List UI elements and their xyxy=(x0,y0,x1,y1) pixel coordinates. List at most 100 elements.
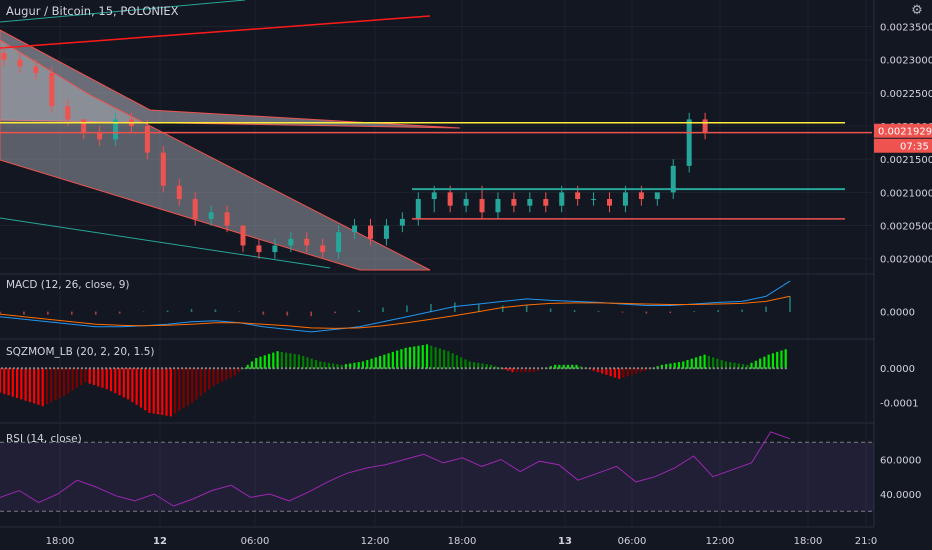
sqz-bar xyxy=(285,352,288,369)
time-tick-label: 12:00 xyxy=(361,536,390,547)
sqz-bar xyxy=(643,368,646,371)
sqz-dot xyxy=(464,367,468,370)
sqz-dot xyxy=(620,367,624,370)
sqz-bar xyxy=(54,368,57,401)
sqz-bar xyxy=(41,368,44,407)
sqz-bar xyxy=(105,368,108,390)
axes: 0.002350000.002300000.002250000.00220000… xyxy=(46,23,932,547)
sqz-bar xyxy=(67,368,70,394)
rsi-title: RSI (14, close) xyxy=(6,433,82,445)
sqz-dot xyxy=(436,367,440,370)
sqz-dot xyxy=(468,367,472,370)
sqz-bar xyxy=(489,364,493,369)
sqz-dot xyxy=(48,367,52,370)
candle-down xyxy=(511,199,517,206)
sqz-dot xyxy=(544,367,548,370)
sqz-bar xyxy=(660,364,663,369)
macd-histogram-bar xyxy=(334,311,336,314)
sqz-dot xyxy=(596,367,600,370)
sqz-dot xyxy=(308,367,312,370)
sqz-bar xyxy=(80,368,83,386)
sqz-bar xyxy=(690,358,693,369)
sqz-dot xyxy=(104,367,108,370)
candle-down xyxy=(367,225,373,239)
sqz-dot xyxy=(360,367,364,370)
sqz-dot xyxy=(236,367,240,370)
countdown-tag xyxy=(874,138,932,153)
grid-lines xyxy=(0,0,875,528)
candle-down xyxy=(479,199,485,213)
sqz-dot xyxy=(364,367,368,370)
macd-histogram-bar xyxy=(430,303,432,313)
candle-up xyxy=(463,199,469,206)
sqz-dot xyxy=(448,367,452,370)
sqz-bar xyxy=(549,366,552,369)
sqz-bar xyxy=(0,368,2,393)
candle-up xyxy=(113,119,119,140)
sqz-bar xyxy=(741,364,745,369)
sqz-dot xyxy=(260,367,264,370)
rsi-tick-label: 40.0000 xyxy=(880,490,921,501)
macd-histogram-bar xyxy=(693,311,696,313)
sqz-dot xyxy=(328,367,332,370)
time-tick-label: 18:00 xyxy=(448,536,477,547)
sqz-dot xyxy=(560,367,564,370)
sqz-dot xyxy=(480,367,484,370)
sqz-bar xyxy=(472,362,476,369)
sqz-bar xyxy=(566,364,570,369)
sqz-dot xyxy=(720,367,724,370)
sqz-bar xyxy=(220,368,224,382)
sqz-dot xyxy=(784,367,788,370)
macd-histogram-bar xyxy=(166,310,169,313)
sqz-bar xyxy=(118,368,121,396)
sqz-dot xyxy=(516,367,520,370)
sqz-bar xyxy=(694,357,698,369)
sqz-dot xyxy=(68,367,72,370)
sqz-dot xyxy=(64,367,68,370)
sqz-dot xyxy=(616,367,620,370)
sqz-bar xyxy=(451,353,454,369)
sqz-dot xyxy=(20,367,24,370)
sqz-dot xyxy=(556,367,560,370)
sqz-bar xyxy=(434,347,437,369)
sqz-bar xyxy=(737,363,740,369)
sqz-dot xyxy=(276,367,280,370)
sqz-dot xyxy=(412,367,416,370)
sqz-dot xyxy=(512,367,516,370)
sqz-dot xyxy=(164,367,168,370)
candle-down xyxy=(304,238,310,246)
sqz-bar xyxy=(314,360,318,369)
sqz-bar xyxy=(502,368,505,370)
candle-down xyxy=(607,199,613,206)
sqz-bar xyxy=(746,364,749,369)
sqz-bar xyxy=(50,368,53,403)
sqz-dot xyxy=(172,367,176,370)
sqz-dot xyxy=(400,367,404,370)
sqz-dot xyxy=(252,367,256,370)
sqz-dot xyxy=(200,367,204,370)
candle-down xyxy=(33,66,39,73)
candle-down xyxy=(543,199,549,206)
sqz-dot xyxy=(208,367,212,370)
sqz-bar xyxy=(635,368,638,374)
candle-down xyxy=(192,199,198,219)
sqz-dot xyxy=(36,367,40,370)
sqz-bar xyxy=(161,368,164,416)
sqz-tick-label: 0.0000 xyxy=(880,364,915,375)
sqz-bar xyxy=(182,368,185,409)
sqz-dot xyxy=(180,367,184,370)
sqz-dot xyxy=(648,367,652,370)
sqz-dot xyxy=(88,367,92,370)
sqz-dot xyxy=(196,367,200,370)
sqz-dot xyxy=(264,367,268,370)
sqz-bar xyxy=(169,368,172,417)
macd-histogram-bar xyxy=(310,311,313,317)
gear-icon[interactable]: ⚙ xyxy=(911,3,923,18)
sqz-dot xyxy=(752,367,756,370)
sqz-bar xyxy=(199,368,202,396)
sqz-bar xyxy=(255,358,258,369)
sqz-dot xyxy=(428,367,432,370)
